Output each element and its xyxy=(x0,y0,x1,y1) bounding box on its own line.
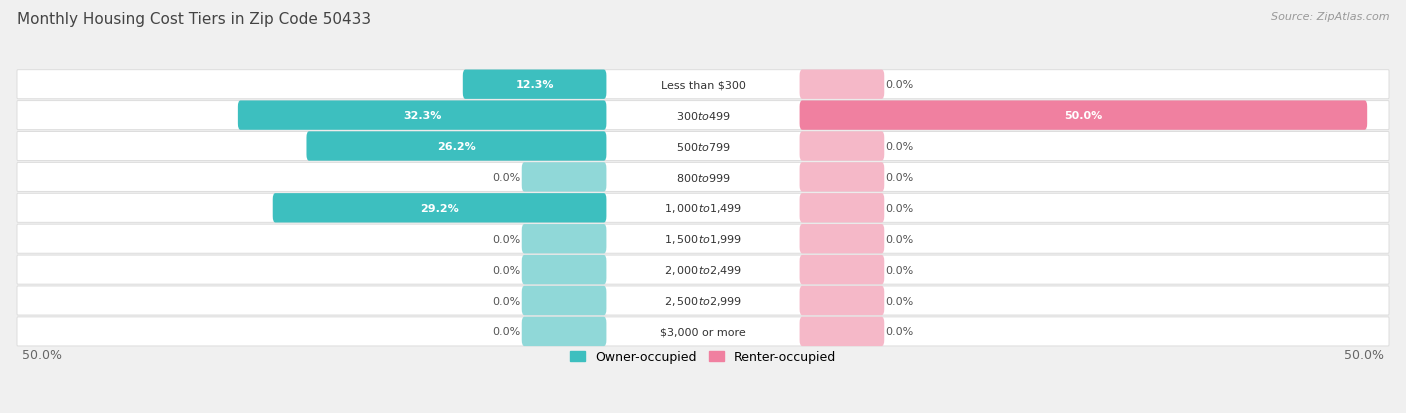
Text: Less than $300: Less than $300 xyxy=(661,80,745,90)
Text: $2,500 to $2,999: $2,500 to $2,999 xyxy=(664,294,742,307)
FancyBboxPatch shape xyxy=(522,255,606,285)
FancyBboxPatch shape xyxy=(800,70,884,100)
FancyBboxPatch shape xyxy=(273,194,606,223)
FancyBboxPatch shape xyxy=(522,225,606,254)
Text: 0.0%: 0.0% xyxy=(886,265,914,275)
Text: 32.3%: 32.3% xyxy=(404,111,441,121)
FancyBboxPatch shape xyxy=(17,286,1389,315)
FancyBboxPatch shape xyxy=(17,317,1389,346)
Text: 0.0%: 0.0% xyxy=(492,234,520,244)
FancyBboxPatch shape xyxy=(307,132,606,161)
FancyBboxPatch shape xyxy=(522,317,606,346)
Text: 0.0%: 0.0% xyxy=(886,142,914,152)
Text: 29.2%: 29.2% xyxy=(420,203,458,213)
Text: 0.0%: 0.0% xyxy=(886,234,914,244)
FancyBboxPatch shape xyxy=(800,101,1367,131)
Text: 0.0%: 0.0% xyxy=(886,173,914,183)
Text: $3,000 or more: $3,000 or more xyxy=(661,327,745,337)
FancyBboxPatch shape xyxy=(463,70,606,100)
Text: $300 to $499: $300 to $499 xyxy=(675,110,731,122)
Text: $800 to $999: $800 to $999 xyxy=(675,171,731,183)
Text: 0.0%: 0.0% xyxy=(886,203,914,213)
Text: 50.0%: 50.0% xyxy=(21,349,62,361)
Text: $2,000 to $2,499: $2,000 to $2,499 xyxy=(664,263,742,276)
FancyBboxPatch shape xyxy=(800,163,884,192)
Text: Source: ZipAtlas.com: Source: ZipAtlas.com xyxy=(1271,12,1389,22)
FancyBboxPatch shape xyxy=(17,256,1389,285)
Text: 0.0%: 0.0% xyxy=(492,173,520,183)
FancyBboxPatch shape xyxy=(17,101,1389,131)
Text: 0.0%: 0.0% xyxy=(492,296,520,306)
Text: 12.3%: 12.3% xyxy=(516,80,554,90)
FancyBboxPatch shape xyxy=(800,194,884,223)
Text: $500 to $799: $500 to $799 xyxy=(675,141,731,153)
Text: 0.0%: 0.0% xyxy=(886,327,914,337)
FancyBboxPatch shape xyxy=(17,163,1389,192)
FancyBboxPatch shape xyxy=(17,71,1389,100)
FancyBboxPatch shape xyxy=(238,101,606,131)
Legend: Owner-occupied, Renter-occupied: Owner-occupied, Renter-occupied xyxy=(565,346,841,368)
Text: 0.0%: 0.0% xyxy=(492,265,520,275)
Text: $1,500 to $1,999: $1,500 to $1,999 xyxy=(664,233,742,246)
FancyBboxPatch shape xyxy=(800,132,884,161)
FancyBboxPatch shape xyxy=(800,255,884,285)
FancyBboxPatch shape xyxy=(17,132,1389,161)
FancyBboxPatch shape xyxy=(800,286,884,316)
FancyBboxPatch shape xyxy=(522,163,606,192)
FancyBboxPatch shape xyxy=(17,225,1389,254)
FancyBboxPatch shape xyxy=(17,194,1389,223)
Text: 50.0%: 50.0% xyxy=(1064,111,1102,121)
FancyBboxPatch shape xyxy=(800,225,884,254)
Text: 0.0%: 0.0% xyxy=(886,80,914,90)
Text: $1,000 to $1,499: $1,000 to $1,499 xyxy=(664,202,742,215)
Text: 26.2%: 26.2% xyxy=(437,142,475,152)
FancyBboxPatch shape xyxy=(800,317,884,346)
Text: Monthly Housing Cost Tiers in Zip Code 50433: Monthly Housing Cost Tiers in Zip Code 5… xyxy=(17,12,371,27)
Text: 0.0%: 0.0% xyxy=(886,296,914,306)
Text: 50.0%: 50.0% xyxy=(1344,349,1385,361)
FancyBboxPatch shape xyxy=(522,286,606,316)
Text: 0.0%: 0.0% xyxy=(492,327,520,337)
